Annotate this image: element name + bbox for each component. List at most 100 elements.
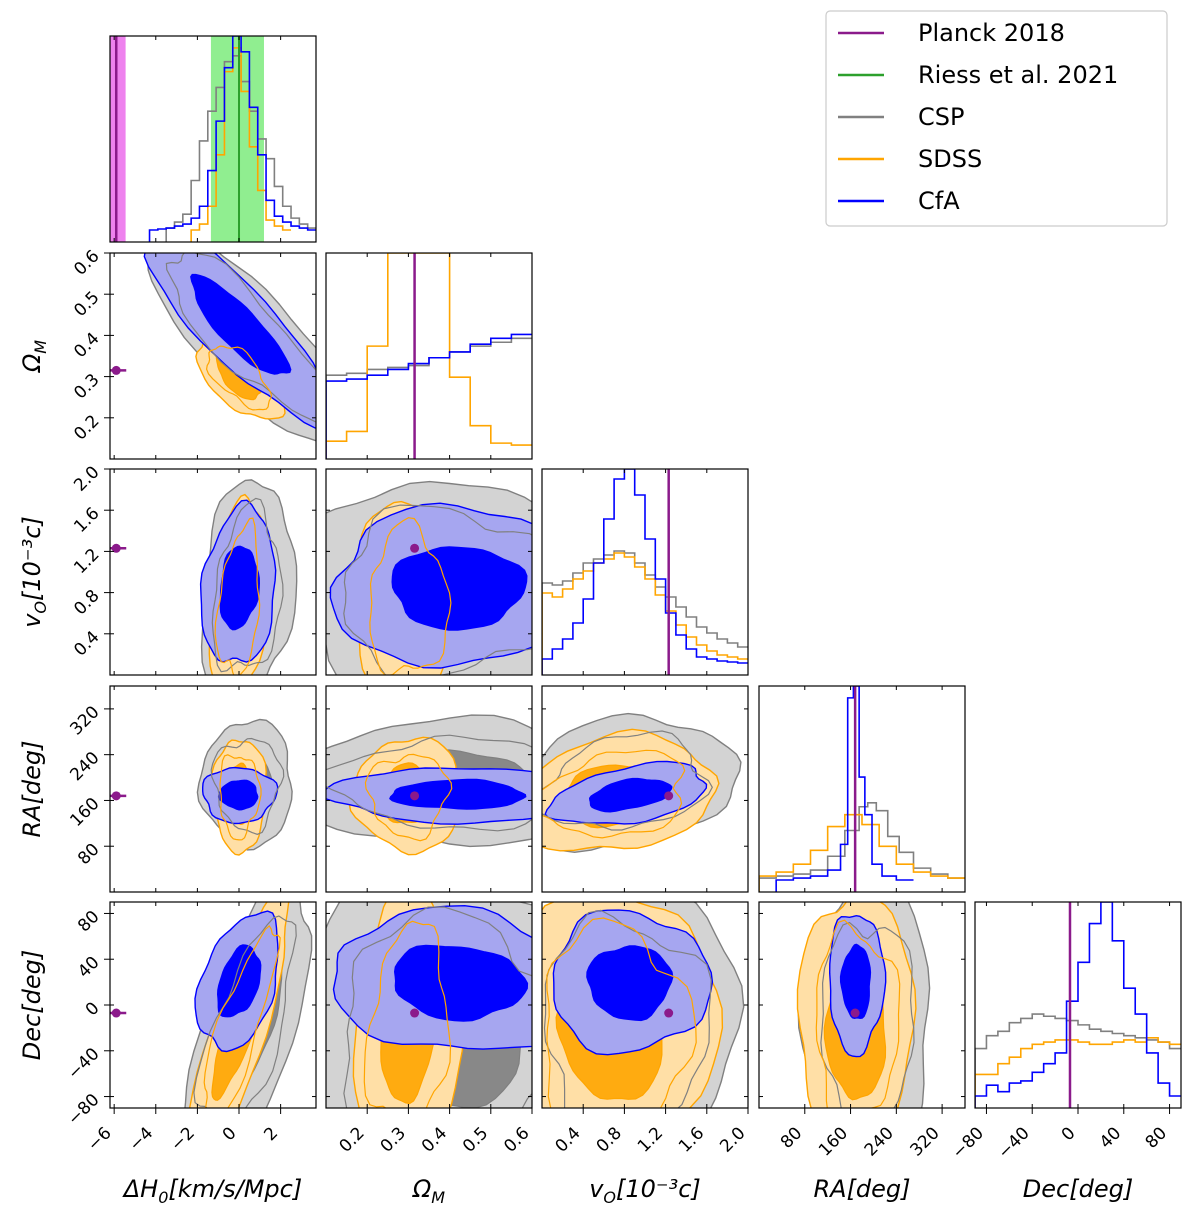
ytick-label-om: 0.4	[70, 329, 103, 362]
contour-1sigma-cfa-om-vo	[391, 546, 528, 631]
ytick-label-ra: 80	[74, 840, 103, 869]
hist-sdss-dec	[975, 1037, 1181, 1108]
legend-label: Riess et al. 2021	[918, 61, 1118, 89]
ylabel-vo: vO[10⁻³c]	[18, 516, 50, 628]
panel-frames	[109, 35, 1182, 1109]
contour-line-sdss-h0-om	[205, 345, 273, 411]
xlabel-h0: ΔH0[km/s/Mpc]	[122, 1175, 302, 1207]
contour-line-sdss-h0-dec	[203, 924, 281, 1108]
panel-frame-om-ra	[325, 685, 533, 893]
contour-line-sdss-vo-dec	[546, 917, 697, 1108]
planck-point-vo-ra	[664, 791, 674, 801]
legend-label: CSP	[918, 103, 964, 131]
xtick-label-ra: 320	[907, 1123, 944, 1160]
contour-line-sdss-h0-ra	[219, 754, 262, 841]
panel-frame-ra	[758, 685, 966, 893]
ytick-label-om: 0.2	[70, 411, 103, 444]
hist-sdss-om	[326, 253, 532, 459]
contour-line-csp-ra-dec	[820, 921, 915, 1108]
reference-bands	[110, 36, 264, 242]
planck-point-om-dec	[410, 1008, 420, 1018]
contour-line-csp-om-dec	[343, 906, 532, 1108]
contour-fills	[143, 253, 931, 1108]
contour-line-sdss-h0-vo	[214, 517, 261, 675]
panel-frame-vo-ra	[541, 685, 749, 893]
ylabel-om: ΩM	[18, 340, 50, 373]
planck-point-ra-dec	[850, 1008, 860, 1018]
panel-frame-h0-om	[109, 252, 317, 460]
ylabel-dec: Dec[deg]	[18, 950, 46, 1060]
contour-line-csp-h0-om	[165, 253, 316, 423]
planck-point-h0-ra	[111, 791, 121, 801]
contour-line-csp-om-ra	[326, 734, 532, 832]
legend-box	[825, 10, 1168, 227]
xtick-label-om: 0.6	[500, 1123, 533, 1156]
xtick-label-dec: 80	[1142, 1123, 1171, 1152]
xlabel-om: ΩM	[412, 1175, 445, 1207]
xtick-label-ra: 240	[861, 1123, 898, 1160]
contour-1sigma-cfa-h0-om	[190, 273, 292, 375]
xtick-label-dec: −80	[948, 1123, 988, 1163]
contour-1sigma-cfa-h0-vo	[219, 545, 261, 631]
contour-1sigma-cfa-vo-dec	[586, 945, 674, 1022]
ytick-label-dec: 40	[74, 953, 103, 982]
contour-line-sdss-ra-dec	[815, 919, 901, 1108]
tick-marks	[104, 36, 1171, 1114]
ytick-label-vo: 0.4	[70, 627, 103, 660]
panel-frame-om-vo	[325, 468, 533, 676]
xlabel-ra: RA[deg]	[813, 1175, 910, 1203]
hist-sdss-vo	[542, 552, 748, 675]
contour-line-csp-om-vo	[343, 504, 532, 675]
reference-markers	[110, 36, 1072, 1108]
ytick-label-ra: 240	[66, 748, 103, 785]
xtick-label-om: 0.5	[459, 1123, 492, 1156]
panel-frame-h0	[109, 35, 317, 243]
hist-sdss-ra	[759, 813, 965, 892]
ytick-label-vo: 2.0	[70, 462, 103, 495]
planck-point-h0-vo	[111, 543, 121, 553]
planck-point-om-ra	[410, 791, 420, 801]
hist-cfa-h0	[148, 36, 316, 242]
panel-frame-om	[325, 252, 533, 460]
xtick-label-om: 0.2	[335, 1123, 368, 1156]
contour-line-csp-h0-ra	[210, 737, 285, 835]
contour-line-csp-h0-dec	[193, 915, 297, 1108]
hist-csp-dec	[975, 1013, 1181, 1108]
contour-line-csp-h0-vo	[211, 497, 284, 673]
contour-1sigma-cfa-vo-ra	[588, 777, 673, 813]
ytick-label-ra: 320	[66, 702, 103, 739]
xtick-label-vo: 1.6	[675, 1123, 708, 1156]
ytick-label-dec: −40	[64, 1044, 104, 1084]
ylabel-ra: RA[deg]	[18, 740, 46, 837]
legend: Planck 2018 Riess et al. 2021 CSP SDSS CfA	[825, 10, 1168, 227]
xtick-label-vo: 2.0	[716, 1123, 749, 1156]
hist-cfa-om	[326, 333, 532, 459]
ytick-label-dec: 80	[74, 907, 103, 936]
planck-point-vo-dec	[664, 1008, 674, 1018]
xtick-label-vo: 0.8	[593, 1123, 626, 1156]
ytick-label-dec: −80	[64, 1090, 104, 1130]
legend-label: Planck 2018	[918, 19, 1065, 47]
contour-line-csp-vo-dec	[543, 909, 712, 1108]
xtick-label-h0: −6	[84, 1123, 116, 1155]
xtick-label-ra: 160	[815, 1123, 852, 1160]
ytick-label-ra: 160	[66, 794, 103, 831]
contour-line-csp-vo-ra	[542, 730, 713, 831]
ytick-label-dec: 0	[82, 998, 104, 1020]
hist-csp-ra	[759, 801, 965, 892]
hist-csp-vo	[542, 550, 748, 675]
hist-csp-om	[326, 337, 532, 459]
xtick-label-dec: 40	[1096, 1123, 1125, 1152]
contour-line-sdss-om-ra	[364, 753, 453, 842]
legend-label: SDSS	[918, 145, 982, 173]
planck-point-h0-dec	[111, 1008, 121, 1018]
xtick-label-ra: 80	[777, 1123, 806, 1152]
contour-line-sdss-vo-ra	[542, 749, 686, 839]
contour-1sigma-cfa-om-dec	[393, 944, 529, 1022]
ytick-label-om: 0.3	[70, 370, 103, 403]
contour-line-sdss-om-dec	[363, 920, 452, 1108]
xtick-label-h0: −4	[125, 1123, 157, 1155]
panel-frame-vo	[541, 468, 749, 676]
xtick-label-h0: −2	[167, 1123, 199, 1155]
xtick-label-h0: 0	[219, 1123, 241, 1145]
